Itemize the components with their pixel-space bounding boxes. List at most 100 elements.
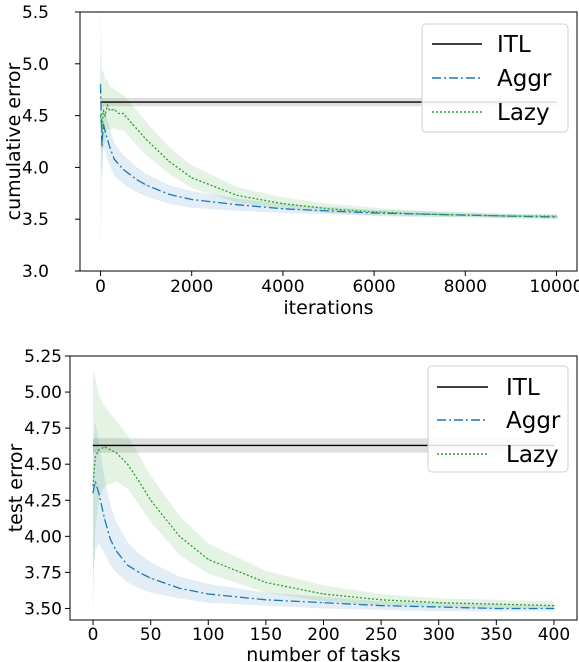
point-aggr (109, 146, 111, 148)
point-aggr (115, 550, 117, 552)
y-tick-label: 5.0 (22, 55, 49, 75)
x-tick-label: 4000 (261, 277, 304, 297)
x-tick-label: 2000 (170, 277, 213, 297)
y-tick-label: 3.0 (22, 262, 49, 282)
point-lazy (145, 138, 147, 140)
x-tick-label: 8000 (444, 277, 487, 297)
point-aggr (102, 123, 104, 125)
y-tick-label: 3.5 (22, 210, 49, 230)
point-aggr (553, 607, 555, 610)
x-tick-label: 0 (95, 277, 106, 297)
point-lazy (327, 208, 330, 210)
line-lazy (92, 446, 555, 607)
chart-2: 0 50 100 150 200 250 300 350 400 3.50 3.75 4.00 4.25… (5, 347, 578, 662)
band-lazy (93, 370, 554, 616)
point-aggr (113, 158, 115, 160)
point-aggr (380, 605, 382, 607)
point-lazy (101, 130, 103, 132)
point-lazy (322, 593, 325, 595)
point-aggr (555, 216, 558, 218)
legend-label-lazy: Lazy (506, 442, 559, 468)
legend-label-itl: ITL (506, 375, 540, 401)
legend: ITL Aggr Lazy (421, 23, 569, 133)
x-tick-label: 0 (88, 625, 99, 645)
y-axis-label: cumulative error (3, 62, 25, 220)
point-aggr (145, 184, 147, 186)
point-lazy (109, 109, 111, 111)
point-lazy (131, 123, 133, 125)
point-lazy (104, 115, 106, 117)
x-tick-label: 400 (538, 625, 570, 645)
y-tick-label: 4.0 (22, 158, 49, 178)
y-tick-label: 3.75 (24, 563, 62, 583)
point-lazy (138, 480, 140, 483)
y-tick-label: 4.75 (24, 419, 62, 439)
x-tick-label: 300 (423, 625, 455, 645)
point-lazy (127, 463, 129, 465)
point-lazy (207, 558, 209, 561)
point-lazy (495, 603, 497, 605)
x-tick-label: 350 (480, 625, 512, 645)
legend-label-aggr: Aggr (497, 66, 552, 92)
point-lazy (94, 456, 96, 458)
point-lazy (236, 194, 238, 196)
point-aggr (99, 83, 102, 86)
legend-label-lazy: Lazy (497, 100, 550, 126)
point-lazy (191, 177, 193, 179)
point-lazy (265, 581, 267, 584)
y-axis-label: test error (5, 444, 27, 533)
point-aggr (122, 168, 124, 171)
x-axis-label: iterations (283, 297, 373, 319)
point-lazy (510, 215, 512, 217)
legend-box (421, 23, 569, 133)
line-lazy (99, 103, 557, 217)
y-tick-label: 4.5 (22, 107, 49, 127)
legend-label-itl: ITL (497, 32, 531, 58)
point-aggr (109, 538, 111, 540)
point-aggr (92, 492, 94, 494)
band-lazy (100, 12, 557, 251)
point-lazy (122, 112, 124, 115)
point-aggr (265, 599, 267, 601)
axes-frame (79, 11, 578, 272)
legend-box (427, 365, 569, 473)
point-lazy (464, 214, 466, 216)
point-lazy (178, 535, 181, 537)
point-aggr (138, 571, 140, 574)
y-tick-label: 4.50 (24, 455, 62, 475)
x-tick-label: 6000 (352, 277, 395, 297)
x-axis-label: number of tasks (246, 644, 400, 662)
point-aggr (136, 179, 138, 181)
point-lazy (555, 215, 558, 217)
point-aggr (282, 208, 284, 210)
x-tick-label: 100 (192, 625, 224, 645)
point-lazy (106, 104, 108, 106)
point-aggr (98, 492, 100, 494)
point-aggr (373, 212, 375, 214)
point-aggr (168, 193, 170, 195)
point-lazy (102, 109, 104, 111)
point-aggr (178, 587, 181, 589)
point-aggr (150, 577, 152, 579)
y-tick-label: 4.00 (24, 527, 62, 547)
legend: ITL Aggr Lazy (427, 365, 569, 473)
point-itl (92, 444, 94, 446)
point-aggr (127, 564, 129, 566)
point-lazy (438, 602, 440, 604)
y-tick-label: 5.5 (22, 3, 49, 23)
y-tick-label: 5.00 (24, 383, 62, 403)
point-lazy (150, 499, 152, 501)
point-lazy (118, 112, 120, 115)
point-lazy (168, 160, 170, 162)
x-tick-label: 150 (250, 625, 282, 645)
point-aggr (101, 146, 103, 148)
x-tick-label: 200 (307, 625, 339, 645)
point-aggr (104, 518, 106, 520)
point-aggr (191, 198, 193, 201)
x-tick-label: 50 (140, 625, 162, 645)
point-aggr (327, 210, 330, 212)
point-lazy (282, 203, 284, 205)
point-aggr (104, 130, 106, 132)
point-lazy (419, 213, 421, 215)
